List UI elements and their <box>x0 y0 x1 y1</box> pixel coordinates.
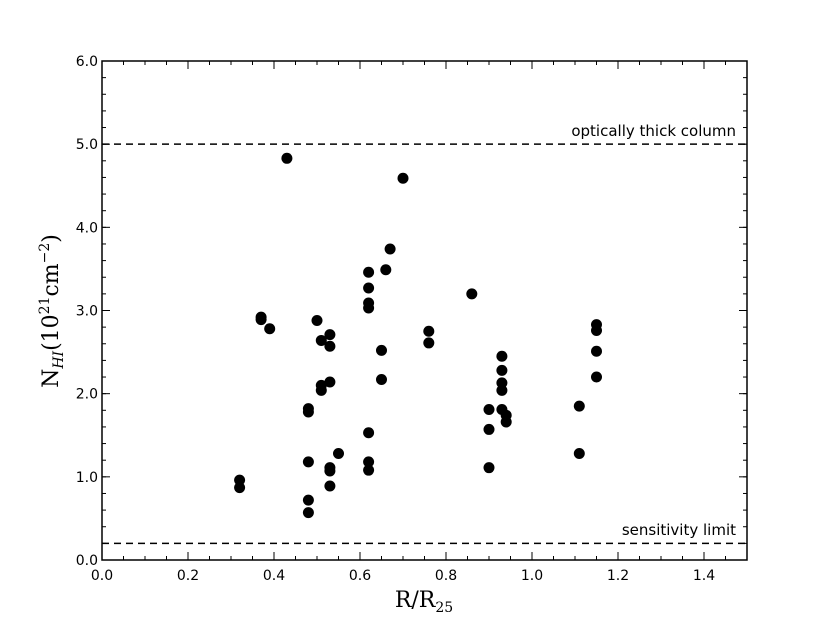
data-point <box>264 323 276 335</box>
data-point <box>311 314 323 326</box>
data-point <box>423 325 435 337</box>
data-point <box>363 427 375 439</box>
data-point <box>255 314 267 326</box>
data-point <box>384 243 396 255</box>
y-tick-label: 0.0 <box>76 553 98 569</box>
data-point <box>496 364 508 376</box>
data-point <box>302 456 314 468</box>
data-point <box>324 480 336 492</box>
x-tick-label: 0.8 <box>435 568 457 584</box>
y-tick-label: 3.0 <box>76 304 98 320</box>
data-point <box>591 324 602 336</box>
data-point <box>324 376 336 388</box>
x-tick-label: 0.6 <box>349 568 371 584</box>
data-point <box>315 334 327 346</box>
data-point <box>591 371 602 383</box>
tick-labels: 0.0 0.2 0.4 0.6 0.8 1.0 1.2 1.4 0.0 1.0 2.0 3.0 4.0 5… <box>76 54 715 584</box>
x-tick-label: 0.0 <box>91 568 113 584</box>
reference-label-sensitivity: sensitivity limit <box>622 521 736 539</box>
x-axis-title: R/R25 <box>395 588 453 616</box>
data-point <box>333 448 344 460</box>
reference-label-optically-thick: optically thick column <box>571 122 736 140</box>
x-tick-label: 1.2 <box>607 568 629 584</box>
data-point <box>483 403 495 415</box>
data-points <box>234 152 602 519</box>
data-point <box>363 464 375 476</box>
data-point <box>363 266 375 278</box>
data-point <box>376 344 387 356</box>
data-point <box>466 288 478 300</box>
data-point <box>324 465 336 477</box>
data-point <box>315 384 327 396</box>
data-point <box>281 152 293 164</box>
data-point <box>234 482 246 494</box>
data-point <box>496 384 508 396</box>
data-point <box>500 416 512 428</box>
x-tick-label: 0.2 <box>177 568 199 584</box>
data-point <box>397 172 409 184</box>
data-point <box>302 494 314 506</box>
x-tick-label: 0.4 <box>263 568 285 584</box>
data-point <box>483 462 495 474</box>
y-tick-label: 6.0 <box>76 54 98 70</box>
data-point <box>363 456 375 468</box>
data-point <box>324 329 336 341</box>
y-tick-label: 2.0 <box>76 387 98 403</box>
data-point <box>363 302 375 314</box>
data-point <box>423 337 435 349</box>
data-point <box>573 400 585 412</box>
plot-frame <box>101 60 748 561</box>
data-point <box>302 507 314 519</box>
data-point <box>380 264 392 276</box>
y-axis-title: NHI(1021cm−2) <box>37 234 67 388</box>
y-tick-label: 4.0 <box>76 220 98 236</box>
x-tick-label: 1.0 <box>521 568 543 584</box>
data-point <box>573 448 585 460</box>
y-tick-label: 5.0 <box>76 137 98 153</box>
data-point <box>483 423 495 435</box>
data-point <box>591 345 602 357</box>
data-point <box>376 374 387 386</box>
data-point <box>302 406 314 418</box>
x-tick-label: 1.4 <box>693 568 715 584</box>
y-tick-label: 1.0 <box>76 470 98 486</box>
data-point <box>324 340 336 352</box>
data-point <box>496 350 508 362</box>
data-point <box>363 282 375 294</box>
